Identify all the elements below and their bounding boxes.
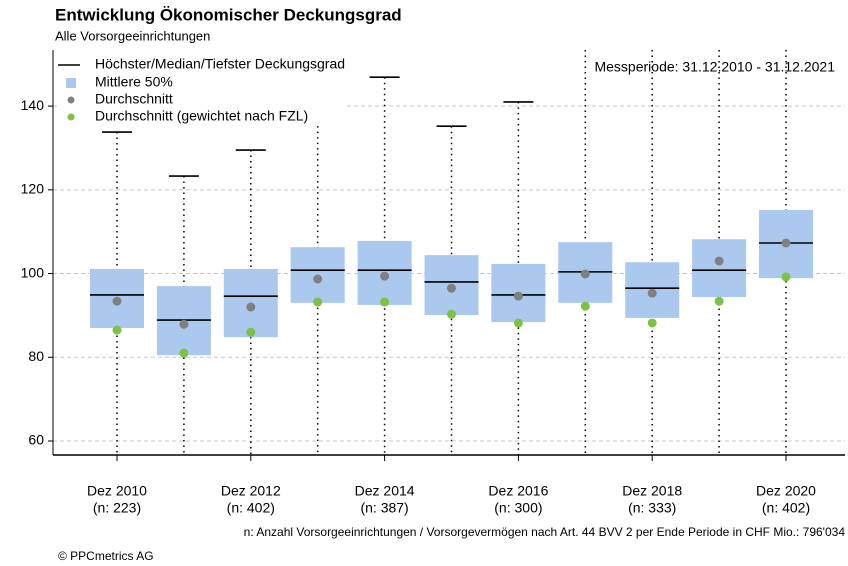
legend-label: Durchschnitt — [95, 91, 173, 107]
x-tick-label: Dez 2010 — [87, 483, 147, 499]
mean-dot — [714, 256, 724, 266]
mean-dot — [380, 271, 390, 281]
weighted-mean-dot — [447, 309, 456, 319]
y-tick-label: 60 — [28, 432, 44, 448]
weighted-mean-dot — [714, 296, 724, 306]
x-tick-label: Dez 2018 — [622, 483, 682, 499]
annotation: Messperiode: 31.12.2010 - 31.12.2021 — [594, 59, 835, 75]
x-tick-note: (n: 300) — [494, 500, 542, 516]
x-tick-label: Dez 2012 — [221, 483, 281, 499]
legend-label: Durchschnitt (gewichtet nach FZL) — [95, 108, 308, 124]
x-tick-note: (n: 387) — [360, 500, 408, 516]
legend-bg — [57, 56, 347, 126]
x-tick-note: (n: 402) — [227, 500, 275, 516]
weighted-mean-dot — [647, 318, 657, 328]
weighted-mean-dot — [580, 301, 590, 311]
x-tick-note: (n: 333) — [628, 500, 676, 516]
mean-dot — [647, 288, 657, 298]
legend-dot — [67, 113, 75, 121]
mean-dot — [513, 291, 523, 301]
footnote: n: Anzahl Vorsorgeeinrichtungen / Vorsor… — [244, 525, 846, 539]
weighted-mean-dot — [313, 297, 323, 307]
chart-subtitle: Alle Vorsorgeeinrichtungen — [55, 28, 210, 43]
box — [692, 239, 747, 298]
mean-dot — [447, 283, 456, 293]
x-tick-note: (n: 402) — [762, 500, 810, 516]
mean-dot — [313, 274, 323, 284]
x-tick-note: (n: 223) — [93, 500, 141, 516]
y-tick-label: 120 — [21, 181, 45, 197]
x-tick-label: Dez 2020 — [756, 483, 816, 499]
legend-dot — [67, 96, 75, 104]
weighted-mean-dot — [179, 348, 189, 358]
weighted-mean-dot — [513, 318, 523, 328]
weighted-mean-dot — [380, 297, 390, 307]
x-tick-label: Dez 2016 — [488, 483, 548, 499]
legend-label: Mittlere 50% — [95, 74, 173, 90]
mean-dot — [580, 269, 590, 279]
y-tick-label: 100 — [21, 264, 45, 280]
mean-dot — [112, 296, 122, 306]
weighted-mean-dot — [112, 325, 122, 335]
source: © PPCmetrics AG — [58, 549, 154, 563]
legend-label: Höchster/Median/Tiefster Deckungsgrad — [95, 56, 345, 72]
weighted-mean-dot — [246, 327, 256, 337]
y-tick-label: 80 — [28, 348, 44, 364]
mean-dot — [246, 302, 256, 312]
legend-box — [66, 78, 76, 88]
y-tick-label: 140 — [21, 97, 45, 113]
mean-dot — [781, 238, 791, 248]
x-tick-label: Dez 2014 — [355, 483, 415, 499]
mean-dot — [179, 319, 189, 329]
chart-title: Entwicklung Ökonomischer Deckungsgrad — [55, 5, 402, 24]
weighted-mean-dot — [781, 272, 791, 282]
